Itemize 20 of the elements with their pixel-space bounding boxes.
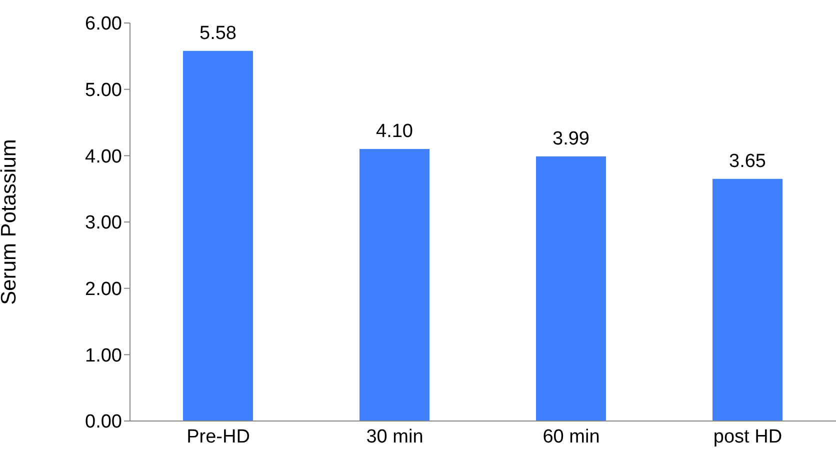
y-tick-label: 1.00 bbox=[85, 345, 122, 366]
y-tick-label: 4.00 bbox=[85, 146, 122, 168]
x-tick-label: post HD bbox=[713, 426, 782, 448]
y-tick-label: 2.00 bbox=[85, 279, 122, 300]
y-tick-label: 5.00 bbox=[85, 80, 122, 102]
x-tick-label: 60 min bbox=[542, 426, 600, 448]
bar bbox=[712, 178, 782, 421]
x-tick-label: Pre-HD bbox=[186, 426, 250, 448]
bar bbox=[536, 156, 606, 421]
y-tick-label: 0.00 bbox=[85, 412, 122, 433]
data-label: 3.99 bbox=[552, 128, 590, 150]
data-label: 4.10 bbox=[376, 121, 413, 142]
bar bbox=[360, 149, 430, 421]
y-axis-title: Serum Potassium bbox=[0, 139, 20, 305]
y-tick-label: 6.00 bbox=[85, 14, 122, 35]
data-label: 5.58 bbox=[200, 22, 236, 44]
bar bbox=[183, 50, 253, 421]
data-label: 3.65 bbox=[729, 150, 766, 172]
y-tick-label: 3.00 bbox=[85, 212, 122, 234]
x-tick-label: 30 min bbox=[366, 426, 424, 448]
